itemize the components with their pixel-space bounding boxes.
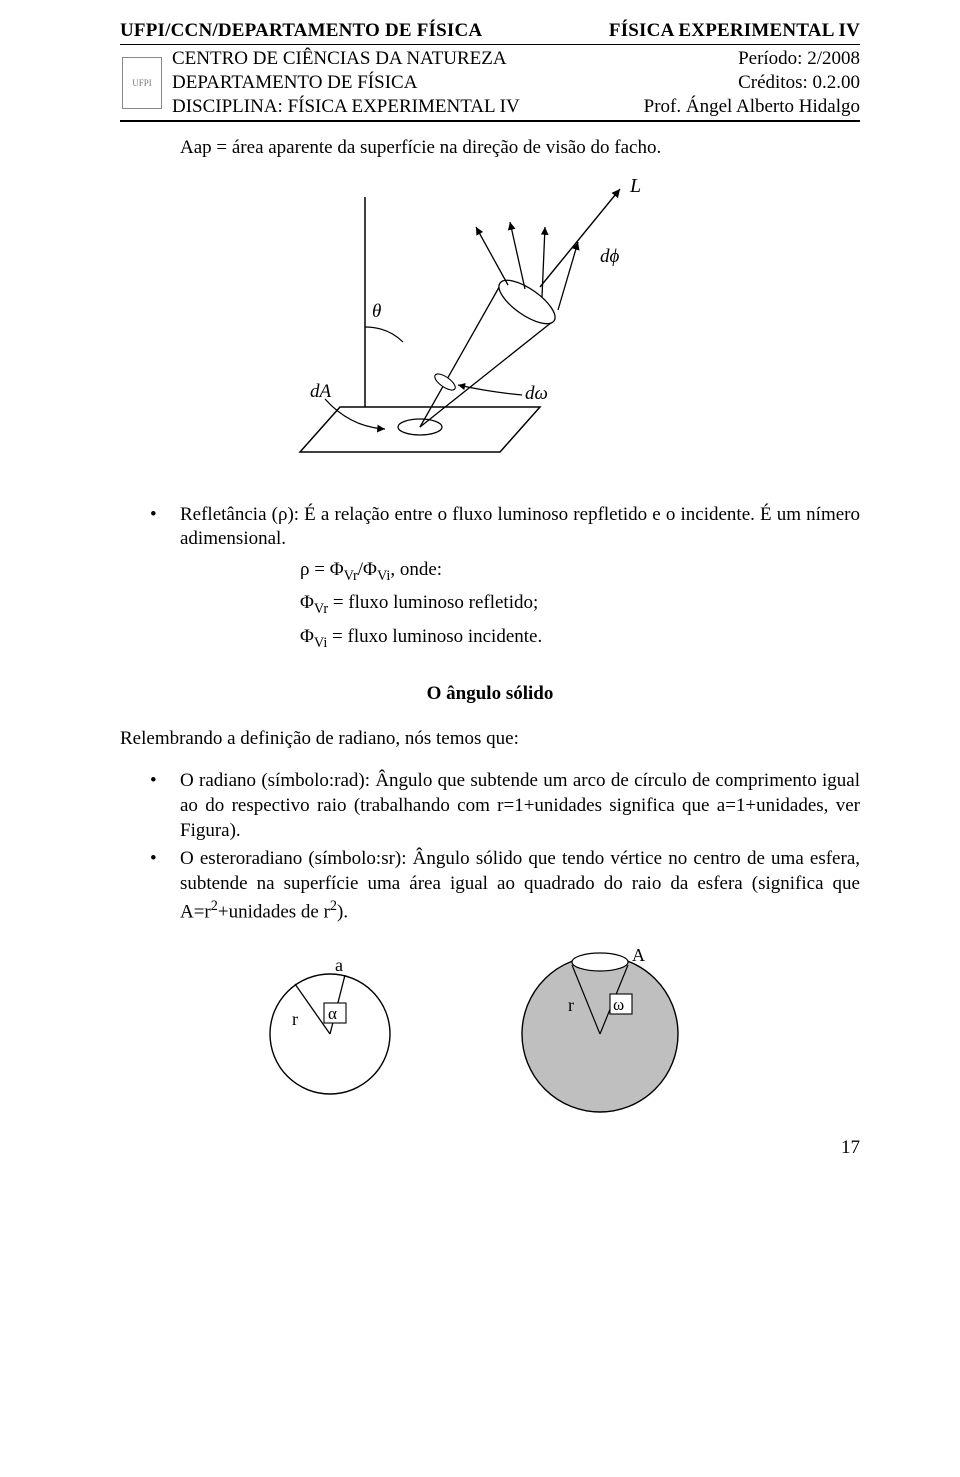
refletancia-text: Refletância (ρ): É a relação entre o flu… xyxy=(180,503,860,552)
header-block: UFPI CENTRO DE CIÊNCIAS DA NATUREZA Perí… xyxy=(120,47,860,122)
phi-vr-def: ΦVr = fluxo luminoso refletido; xyxy=(300,591,860,618)
fig1-theta: θ xyxy=(372,301,381,322)
fig2-A: A xyxy=(632,945,645,965)
header-line1-right: Período: 2/2008 xyxy=(738,47,860,71)
rho-formula: ρ = ΦVr/ΦVi, onde: xyxy=(300,558,860,585)
fig2-alpha: α xyxy=(328,1004,337,1023)
sr-mid: +unidades de r xyxy=(218,901,330,922)
aap-definition: Aap = área aparente da superfície na dir… xyxy=(180,136,860,161)
phi-vi-def: ΦVi = fluxo luminoso incidente. xyxy=(300,625,860,652)
section-title: O ângulo sólido xyxy=(120,682,860,707)
header-line2-left: DEPARTAMENTO DE FÍSICA xyxy=(172,71,417,95)
sr-sup1: 2 xyxy=(211,898,218,914)
content: Aap = área aparente da superfície na dir… xyxy=(120,136,860,1161)
fig2-a: a xyxy=(335,955,343,975)
fig2-r1: r xyxy=(292,1009,298,1029)
sr-post: ). xyxy=(337,901,348,922)
bullet-dot-icon: • xyxy=(150,847,180,924)
header-top: UFPI/CCN/DEPARTAMENTO DE FÍSICA FÍSICA E… xyxy=(120,20,860,45)
header-line1-left: CENTRO DE CIÊNCIAS DA NATUREZA xyxy=(172,47,507,71)
bullet-dot-icon: • xyxy=(150,769,180,843)
ufpi-logo: UFPI xyxy=(122,57,162,109)
fig1-domega: dω xyxy=(525,383,548,404)
angle-figures: a r α A r ω xyxy=(120,939,860,1119)
bullet-esteroradiano: • O esteroradiano (símbolo:sr): Ângulo s… xyxy=(150,847,860,924)
header-line-1: CENTRO DE CIÊNCIAS DA NATUREZA Período: … xyxy=(172,47,860,71)
fig1-dA: dA xyxy=(310,381,332,402)
phi-vr-text: ΦVr = fluxo luminoso refletido; xyxy=(300,592,538,613)
page-number: 17 xyxy=(120,1136,860,1161)
bullet-dot-icon: • xyxy=(150,503,180,552)
fig2-omega: ω xyxy=(613,995,624,1014)
header-top-left: UFPI/CCN/DEPARTAMENTO DE FÍSICA xyxy=(120,20,482,42)
fig1-dphi: dϕ xyxy=(600,246,620,267)
rho-formula-text: ρ = ΦVr/ΦVi, onde: xyxy=(300,559,442,580)
phi-vi-text: ΦVi = fluxo luminoso incidente. xyxy=(300,626,542,647)
relembrando: Relembrando a definição de radiano, nós … xyxy=(120,727,860,752)
radiano-text: O radiano (símbolo:rad): Ângulo que subt… xyxy=(180,769,860,843)
bullet-radiano: • O radiano (símbolo:rad): Ângulo que su… xyxy=(150,769,860,843)
fig1-L: L xyxy=(629,175,641,197)
logo-text: UFPI xyxy=(132,78,152,88)
esteroradiano-text: O esteroradiano (símbolo:sr): Ângulo sól… xyxy=(180,847,860,924)
header-line3-right: Prof. Ángel Alberto Hidalgo xyxy=(644,95,860,119)
header-line3-left: DISCIPLINA: FÍSICA EXPERIMENTAL IV xyxy=(172,95,520,119)
header-top-row: UFPI/CCN/DEPARTAMENTO DE FÍSICA FÍSICA E… xyxy=(120,20,860,42)
sr-sup2: 2 xyxy=(330,898,337,914)
header-top-right: FÍSICA EXPERIMENTAL IV xyxy=(609,20,860,42)
logo-cell: UFPI xyxy=(120,47,164,118)
page: UFPI/CCN/DEPARTAMENTO DE FÍSICA FÍSICA E… xyxy=(0,0,960,1181)
bullet-refletancia: • Refletância (ρ): É a relação entre o f… xyxy=(150,503,860,552)
refletancia-block: • Refletância (ρ): É a relação entre o f… xyxy=(120,503,860,552)
luminance-cone-figure: dA dω θ L dϕ xyxy=(120,167,860,477)
header-line-2: DEPARTAMENTO DE FÍSICA Créditos: 0.2.00 xyxy=(172,71,860,95)
header-line2-right: Créditos: 0.2.00 xyxy=(738,71,860,95)
header-lines: CENTRO DE CIÊNCIAS DA NATUREZA Período: … xyxy=(164,47,860,118)
header-line-3: DISCIPLINA: FÍSICA EXPERIMENTAL IV Prof.… xyxy=(172,95,860,119)
definitions-block: • O radiano (símbolo:rad): Ângulo que su… xyxy=(120,769,860,924)
fig2-r2: r xyxy=(568,995,574,1015)
